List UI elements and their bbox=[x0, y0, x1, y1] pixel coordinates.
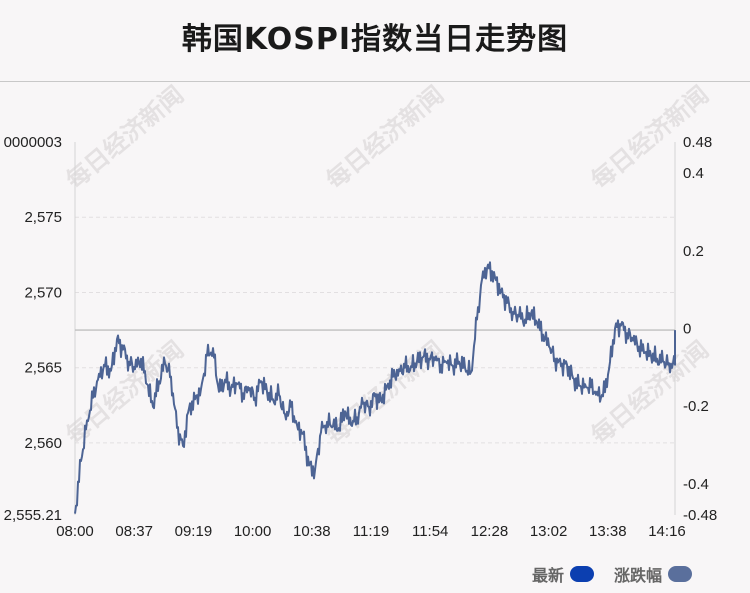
x-tick-5: 11:19 bbox=[353, 523, 389, 540]
x-tick-6: 11:54 bbox=[412, 523, 448, 540]
x-tick-4: 10:38 bbox=[293, 523, 331, 540]
y-right-tick-6: 0.48 bbox=[683, 134, 712, 151]
y-right-tick-2: -0.2 bbox=[683, 398, 709, 415]
y-left-tick-0: 2,555.21 bbox=[4, 507, 62, 524]
series-line-0 bbox=[74, 261, 676, 514]
y-left-tick-1: 2,560 bbox=[24, 435, 62, 452]
legend-swatch-change[interactable] bbox=[668, 566, 693, 582]
x-tick-7: 12:28 bbox=[471, 523, 509, 540]
y-left-tick-5: 0000003 bbox=[4, 134, 62, 151]
y-right-tick-5: 0.4 bbox=[683, 165, 704, 182]
x-tick-3: 10:00 bbox=[234, 523, 272, 540]
x-tick-1: 08:37 bbox=[115, 523, 153, 540]
y-left-tick-3: 2,570 bbox=[24, 284, 62, 301]
x-tick-8: 13:02 bbox=[530, 523, 568, 540]
x-tick-9: 13:38 bbox=[589, 523, 627, 540]
legend-swatch-latest[interactable] bbox=[570, 566, 595, 582]
y-left-tick-2: 2,565 bbox=[24, 360, 62, 377]
legend-label-change: 涨跌幅 bbox=[614, 566, 663, 585]
watermark-0: 每日经济新闻 bbox=[60, 80, 189, 195]
x-tick-2: 09:19 bbox=[175, 523, 213, 540]
legend: 最新 涨跌幅 bbox=[532, 562, 693, 586]
x-tick-0: 08:00 bbox=[56, 523, 94, 540]
y-right-tick-3: 0 bbox=[683, 321, 691, 338]
title-divider bbox=[0, 81, 750, 82]
legend-label-latest: 最新 bbox=[532, 566, 565, 585]
y-left-tick-4: 2,575 bbox=[24, 209, 62, 226]
y-right-tick-1: -0.4 bbox=[683, 476, 709, 493]
watermark-1: 每日经济新闻 bbox=[320, 80, 449, 195]
y-right-tick-0: -0.48 bbox=[683, 507, 717, 524]
chart-title: 韩国KOSPI指数当日走势图 bbox=[181, 22, 569, 57]
y-right-tick-4: 0.2 bbox=[683, 243, 704, 260]
x-tick-10: 14:16 bbox=[648, 523, 686, 540]
